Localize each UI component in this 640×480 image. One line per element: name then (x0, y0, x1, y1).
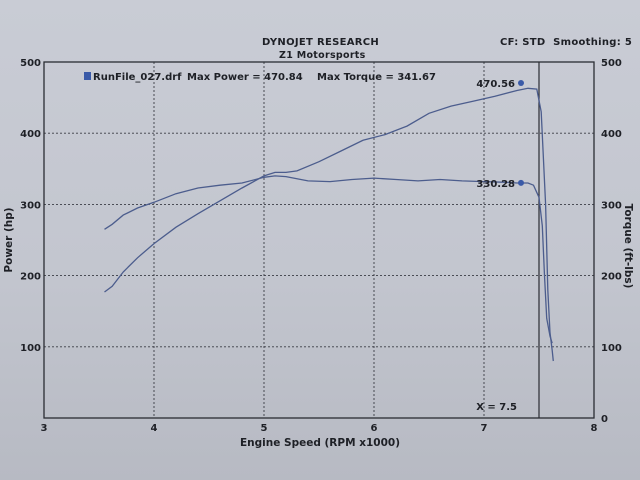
x-tick-label: 3 (41, 423, 48, 434)
plot-frame (43, 61, 595, 419)
x-tick-label: 6 (371, 423, 378, 434)
right-axis-label: Torque (ft-lbs) (622, 204, 634, 289)
legend-max-torque: Max Torque = 341.67 (317, 72, 436, 83)
legend-swatch (84, 72, 91, 80)
cursor-readout: X = 7.5 (476, 402, 517, 413)
left-tick-label: 300 (20, 200, 41, 211)
legend-max-power: Max Power = 470.84 (187, 72, 303, 83)
right-tick-label: 300 (601, 200, 622, 211)
settings-label: CF: STD Smoothing: 5 (500, 37, 633, 48)
right-tick-label: 200 (601, 272, 622, 283)
left-tick-label: 400 (20, 129, 41, 140)
torque-curve (104, 175, 553, 344)
left-tick-label: 100 (20, 343, 41, 354)
power-curve (104, 87, 554, 362)
torque-marker (518, 179, 524, 186)
torque-value-label: 330.28 (476, 179, 515, 190)
left-tick-label: 200 (20, 272, 41, 283)
right-tick-label: 100 (601, 343, 622, 354)
power-peak-label: 470.56 (476, 79, 515, 90)
right-tick-label: 0 (601, 414, 608, 425)
grid-lines (44, 62, 594, 418)
x-tick-label: 4 (151, 423, 158, 434)
x-tick-labels: 3 4 5 6 7 8 (41, 423, 598, 434)
left-axis-label: Power (hp) (3, 207, 15, 272)
left-tick-label: 500 (20, 58, 41, 69)
left-tick-labels: 100 200 300 400 500 (20, 58, 41, 354)
x-tick-label: 8 (591, 423, 598, 434)
shop-name: Z1 Motorsports (279, 50, 366, 61)
legend-run-file: RunFile_027.drf (93, 72, 182, 83)
power-peak-marker (518, 79, 524, 86)
right-tick-label: 400 (601, 129, 622, 140)
x-tick-label: 5 (261, 423, 268, 434)
company-title: DYNOJET RESEARCH (262, 37, 380, 48)
right-tick-label: 500 (601, 58, 622, 69)
x-tick-label: 7 (481, 423, 488, 434)
x-axis-label: Engine Speed (RPM x1000) (240, 437, 400, 449)
right-tick-labels: 0 100 200 300 400 500 (601, 58, 622, 425)
